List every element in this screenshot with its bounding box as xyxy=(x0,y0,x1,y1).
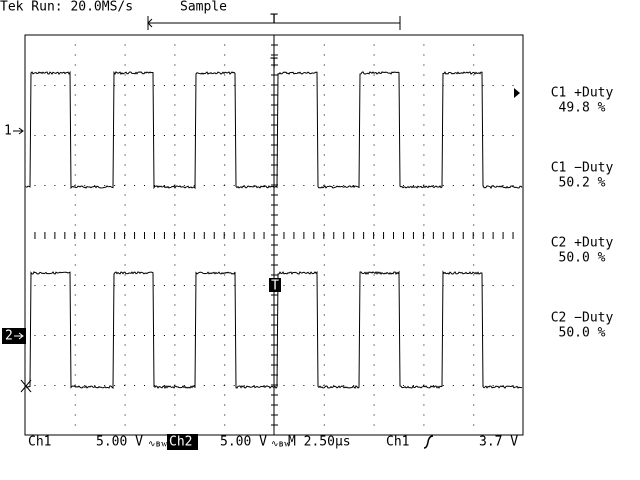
measurement-value: 50.0 % xyxy=(559,326,606,341)
waveforms xyxy=(25,70,523,390)
ch2-label: Ch2 xyxy=(169,435,192,450)
trigger-time-marker: T xyxy=(270,57,278,72)
trigger-level: 3.7 V xyxy=(479,435,518,450)
bw-limit-icon: ∿ʙᴡ xyxy=(148,440,168,450)
ch1-waveform xyxy=(25,70,523,190)
measurement-label: C1 +Duty xyxy=(551,86,614,101)
measurement-value: 50.0 % xyxy=(559,251,606,266)
acquisition-status: Tek Run: 20.0MS/s xyxy=(0,0,133,15)
measurement-label: C2 +Duty xyxy=(551,236,614,251)
ch2-ground-marker: 2 xyxy=(5,329,13,344)
ch2-scale: 5.00 V xyxy=(220,435,267,450)
ch2-waveform xyxy=(25,270,523,390)
level-cross xyxy=(20,379,32,393)
trigger-source: Ch1 xyxy=(386,435,409,450)
ch1-arrow xyxy=(13,127,24,135)
trigger-level-box xyxy=(269,278,281,292)
timebase: M 2.50µs xyxy=(288,435,351,450)
ch1-scale: 5.00 V xyxy=(96,435,143,450)
ch1-label: Ch1 xyxy=(28,435,51,450)
measurement-label: C1 −Duty xyxy=(551,161,614,176)
graticule-dots xyxy=(24,34,524,436)
measurement-label: C2 −Duty xyxy=(551,311,614,326)
ch2-label-box xyxy=(167,434,198,450)
trigger-level-marker: T xyxy=(271,279,279,294)
record-bracket xyxy=(147,16,401,30)
ch1-ground-marker: 1 xyxy=(4,124,12,139)
bw-limit-icon: ∿ʙᴡ xyxy=(271,440,291,450)
measurement-value: 50.2 % xyxy=(559,176,606,191)
measurement-value: 49.8 % xyxy=(559,101,606,116)
graticule xyxy=(24,34,524,436)
trigger-slope-icon xyxy=(423,435,434,449)
ch2-arrow xyxy=(14,332,24,340)
measurement-pointer xyxy=(514,88,520,98)
trigger-position-marker: T xyxy=(270,13,278,28)
acquisition-mode: Sample xyxy=(180,0,227,15)
